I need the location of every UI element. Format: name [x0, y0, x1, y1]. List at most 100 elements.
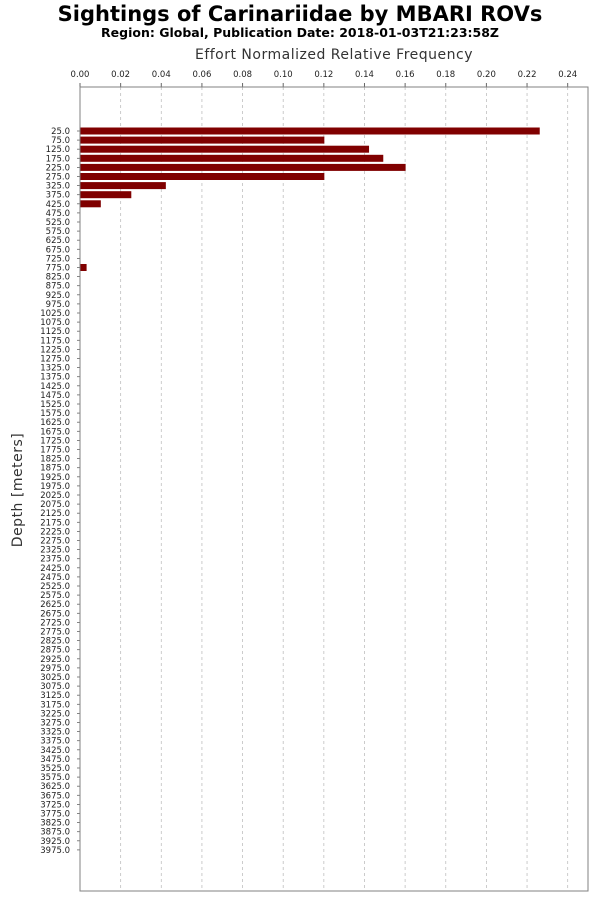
- x-tick-label: 0.24: [558, 70, 577, 80]
- y-tick-label: 625.0: [46, 236, 70, 246]
- bar: [80, 200, 101, 208]
- y-tick-label: 2275.0: [40, 537, 70, 547]
- y-tick-label: 2525.0: [40, 582, 70, 592]
- x-tick-label: 0.20: [477, 70, 496, 80]
- y-tick-label: 725.0: [46, 254, 70, 264]
- y-tick-label: 775.0: [46, 264, 70, 274]
- y-tick-label: 2775.0: [40, 628, 70, 638]
- bar: [80, 163, 406, 171]
- bar: [80, 173, 325, 180]
- y-tick-label: 1475.0: [40, 391, 70, 401]
- y-tick-label: 175.0: [46, 154, 70, 164]
- y-tick-label: 3975.0: [40, 846, 70, 856]
- y-tick-label: 3175.0: [40, 700, 70, 710]
- y-tick-label: 3075.0: [40, 682, 70, 692]
- y-tick-label: 1625.0: [40, 418, 70, 428]
- y-tick-label: 3825.0: [40, 819, 70, 829]
- y-tick-label: 1425.0: [40, 382, 70, 392]
- y-tick-label: 1875.0: [40, 464, 70, 474]
- x-tick-label: 0.08: [233, 70, 252, 80]
- y-tick-label: 3125.0: [40, 691, 70, 701]
- plot-frame: [79, 86, 589, 892]
- y-tick-label: 3325.0: [40, 728, 70, 738]
- y-tick-label: 1125.0: [40, 327, 70, 337]
- y-tick-label: 2575.0: [40, 591, 70, 601]
- y-tick-label: 1725.0: [40, 436, 70, 446]
- x-tick-label: 0.12: [314, 70, 333, 80]
- x-tick-label: 0.04: [152, 70, 171, 80]
- y-tick-label: 1375.0: [40, 373, 70, 383]
- bar: [80, 182, 166, 190]
- y-tick-label: 2125.0: [40, 509, 70, 519]
- y-tick-label: 975.0: [46, 300, 70, 310]
- y-tick-label: 1825.0: [40, 455, 70, 465]
- y-tick-label: 1675.0: [40, 427, 70, 437]
- y-tick-label: 2925.0: [40, 655, 70, 665]
- y-tick-label: 1525.0: [40, 400, 70, 410]
- bar: [80, 145, 370, 153]
- x-tick-label: 0.02: [111, 70, 130, 80]
- x-tick-label: 0.06: [192, 70, 211, 80]
- y-tick-label: 3475.0: [40, 755, 70, 765]
- y-tick-label: 3725.0: [40, 800, 70, 810]
- y-tick-label: 3525.0: [40, 764, 70, 774]
- y-tick-label: 275.0: [46, 173, 70, 183]
- y-tick-label: 3375.0: [40, 737, 70, 747]
- y-tick-label: 3025.0: [40, 673, 70, 683]
- y-tick-label: 3925.0: [40, 837, 70, 847]
- y-tick-label: 1025.0: [40, 309, 70, 319]
- y-tick-label: 325.0: [46, 182, 70, 192]
- y-tick-label: 675.0: [46, 245, 70, 255]
- y-tick-label: 3775.0: [40, 810, 70, 820]
- y-tick-label: 1225.0: [40, 345, 70, 355]
- y-tick-label: 1575.0: [40, 409, 70, 419]
- y-tick-label: 525.0: [46, 218, 70, 228]
- y-tick-label: 425.0: [46, 200, 70, 210]
- y-tick-label: 2075.0: [40, 500, 70, 510]
- y-tick-label: 2475.0: [40, 573, 70, 583]
- bar: [80, 136, 325, 144]
- y-tick-label: 2425.0: [40, 564, 70, 574]
- plot-area: [80, 87, 588, 891]
- y-tick-label: 3625.0: [40, 782, 70, 792]
- y-tick-label: 2325.0: [40, 546, 70, 556]
- y-tick-label: 75.0: [51, 136, 70, 146]
- y-tick-label: 2675.0: [40, 609, 70, 619]
- y-tick-label: 3575.0: [40, 773, 70, 783]
- y-tick-label: 2375.0: [40, 555, 70, 565]
- y-tick-label: 1175.0: [40, 336, 70, 346]
- y-tick-label: 475.0: [46, 209, 70, 219]
- x-tick-label: 0.10: [274, 70, 293, 80]
- x-tick-label: 0.18: [436, 70, 455, 80]
- y-tick-label: 1275.0: [40, 355, 70, 365]
- y-tick-label: 825.0: [46, 273, 70, 283]
- y-tick-label: 375.0: [46, 191, 70, 201]
- y-tick-label: 2175.0: [40, 518, 70, 528]
- y-tick-label: 1975.0: [40, 482, 70, 492]
- chart-subtitle: Region: Global, Publication Date: 2018-0…: [101, 25, 499, 40]
- y-tick-label: 2025.0: [40, 491, 70, 501]
- y-tick-label: 1325.0: [40, 364, 70, 374]
- bar: [80, 264, 87, 271]
- x-tick-label: 0.16: [396, 70, 415, 80]
- y-tick-label: 925.0: [46, 291, 70, 301]
- y-tick-label: 1075.0: [40, 318, 70, 328]
- y-tick-label: 3275.0: [40, 719, 70, 729]
- y-tick-label: 2825.0: [40, 637, 70, 647]
- y-tick-label: 125.0: [46, 145, 70, 155]
- y-tick-label: 2225.0: [40, 527, 70, 537]
- bar: [80, 191, 132, 199]
- bar: [80, 127, 540, 135]
- y-tick-label: 3675.0: [40, 791, 70, 801]
- y-tick-label: 575.0: [46, 227, 70, 237]
- y-tick-label: 2725.0: [40, 618, 70, 628]
- x-tick-label: 0.14: [355, 70, 374, 80]
- x-tick-label: 0.00: [71, 70, 90, 80]
- y-tick-label: 25.0: [51, 127, 70, 137]
- chart-title: Sightings of Carinariidae by MBARI ROVs: [57, 2, 543, 26]
- y-tick-label: 1925.0: [40, 473, 70, 483]
- y-tick-label: 875.0: [46, 282, 70, 292]
- y-tick-label: 2875.0: [40, 646, 70, 656]
- x-tick-label: 0.22: [518, 70, 537, 80]
